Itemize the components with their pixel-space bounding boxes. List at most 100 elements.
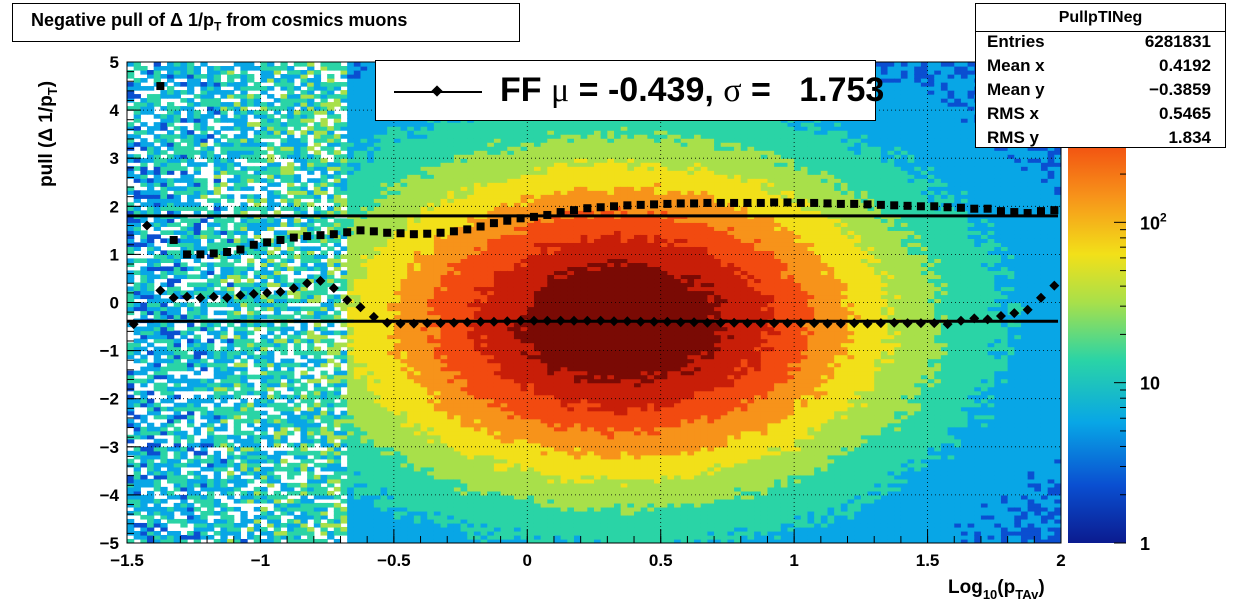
heatmap-cell [287, 518, 295, 524]
heatmap-cell [280, 482, 288, 488]
heatmap-cell [400, 150, 408, 155]
heatmap-cell [313, 82, 322, 87]
heatmap-cell [353, 514, 362, 520]
heatmap-cell [187, 202, 195, 207]
heatmap-cell [367, 130, 375, 135]
heatmap-cell [253, 342, 262, 348]
heatmap-cell [347, 382, 355, 388]
heatmap-cell [287, 414, 295, 420]
heatmap-cell [227, 242, 235, 247]
heatmap-cell [407, 326, 415, 332]
heatmap-cell [320, 126, 328, 131]
heatmap-cell [373, 378, 382, 384]
heatmap-cell [413, 490, 422, 496]
heatmap-cell [420, 130, 428, 135]
heatmap-cell [260, 350, 268, 356]
heatmap-cell [267, 206, 275, 211]
heatmap-cell [353, 130, 362, 135]
heatmap-cell [353, 262, 362, 268]
heatmap-cell [253, 218, 262, 223]
heatmap-cell [307, 154, 315, 159]
heatmap-cell [160, 486, 168, 492]
heatmap-cell [153, 446, 161, 452]
heatmap-cell [313, 430, 322, 436]
heatmap-cell [240, 98, 248, 103]
heatmap-cell [200, 190, 208, 195]
heatmap-cell [407, 398, 415, 404]
heatmap-cell [280, 122, 288, 127]
heatmap-cell [213, 98, 221, 103]
heatmap-cell [180, 534, 188, 540]
heatmap-cell [267, 330, 275, 336]
heatmap-cell [407, 350, 415, 356]
heatmap-cell [373, 438, 382, 444]
heatmap-cell [253, 270, 262, 276]
heatmap-cell [420, 294, 428, 300]
heatmap-cell [313, 478, 322, 484]
heatmap-cell [320, 178, 328, 183]
heatmap-cell [427, 222, 435, 227]
heatmap-cell [133, 338, 141, 344]
heatmap-cell [187, 230, 195, 235]
heatmap-cell [147, 150, 155, 155]
heatmap-cell [193, 290, 201, 296]
heatmap-cell [380, 486, 388, 492]
heatmap-cell [227, 266, 235, 272]
heatmap-cell [280, 106, 288, 111]
heatmap-cell [447, 222, 455, 227]
heatmap-cell [313, 246, 322, 251]
heatmap-cell [260, 386, 268, 392]
heatmap-cell [393, 438, 402, 444]
heatmap-cell [287, 70, 295, 75]
heatmap-cell [200, 442, 208, 448]
heatmap-cell [413, 466, 422, 472]
heatmap-cell [433, 458, 442, 464]
heatmap-cell [367, 290, 375, 296]
heatmap-cell [353, 538, 362, 543]
heatmap-cell [407, 482, 415, 488]
heatmap-cell [427, 498, 435, 504]
heatmap-cell [300, 206, 308, 211]
heatmap-cell [153, 510, 161, 516]
heatmap-cell [193, 118, 201, 123]
heatmap-cell [353, 358, 362, 364]
heatmap-cell [247, 374, 255, 380]
heatmap-cell [287, 538, 295, 543]
heatmap-cell [160, 150, 168, 155]
heatmap-cell [273, 538, 282, 543]
heatmap-cell [393, 426, 402, 432]
heatmap-cell [373, 454, 382, 460]
heatmap-cell [273, 82, 282, 87]
heatmap-cell [300, 450, 308, 456]
heatmap-cell [407, 450, 415, 456]
heatmap-cell [233, 446, 242, 452]
heatmap-cell [453, 294, 462, 300]
heatmap-cell [220, 518, 228, 524]
heatmap-cell [187, 486, 195, 492]
heatmap-cell [267, 362, 275, 368]
heatmap-cell [267, 194, 275, 199]
heatmap-cell [360, 246, 368, 251]
heatmap-cell [173, 478, 181, 484]
heatmap-cell [233, 134, 242, 139]
heatmap-cell [440, 310, 448, 316]
heatmap-cell [293, 230, 302, 235]
heatmap-cell [453, 470, 462, 476]
heatmap-cell [380, 134, 388, 139]
heatmap-cell [260, 186, 268, 191]
heatmap-cell [273, 438, 282, 444]
heatmap-cell [453, 206, 462, 211]
heatmap-cell [140, 142, 148, 147]
heatmap-cell [213, 242, 221, 247]
heatmap-cell [287, 106, 295, 111]
heatmap-cell [353, 254, 362, 260]
heatmap-cell [247, 526, 255, 532]
heatmap-cell [427, 398, 435, 404]
heatmap-cell [240, 82, 248, 87]
heatmap-cell [347, 206, 355, 211]
heatmap-cell [447, 206, 455, 211]
heatmap-cell [247, 74, 255, 79]
heatmap-cell [253, 274, 262, 280]
heatmap-cell [160, 334, 168, 340]
heatmap-cell [147, 234, 155, 239]
